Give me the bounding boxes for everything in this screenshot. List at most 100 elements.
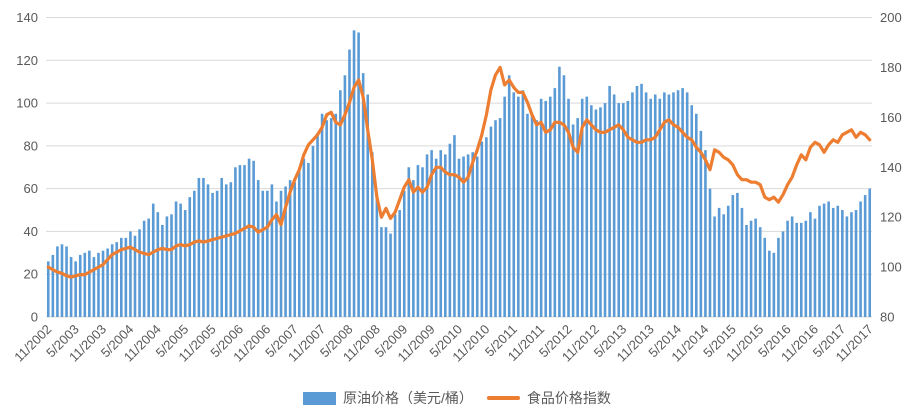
oil-price-bar (544, 100, 548, 318)
oil-price-bar (120, 237, 123, 317)
oil-price-bar (631, 92, 634, 318)
oil-price-bar (380, 227, 383, 317)
oil-price-bar (859, 201, 862, 317)
oil-price-bar (425, 154, 429, 317)
oil-price-bar (270, 184, 274, 317)
oil-price-bar (46, 261, 50, 317)
oil-price-bar (699, 130, 703, 317)
line-series-swatch (486, 396, 520, 400)
oil-price-bar (453, 135, 456, 317)
oil-price-bar (316, 133, 319, 317)
oil-price-bar (763, 237, 767, 317)
oil-price-bar (517, 96, 520, 318)
oil-price-bar (129, 231, 132, 317)
oil-price-bar (357, 32, 360, 317)
oil-price-bar (590, 105, 593, 318)
oil-price-bar (302, 158, 306, 317)
oil-price-bar (804, 220, 808, 317)
oil-price-bar (174, 201, 178, 317)
oil-price-bar (548, 96, 552, 318)
oil-price-bar (530, 115, 534, 317)
right-axis-tick-label: 100 (880, 260, 902, 275)
chart-legend: 原油价格（美元/桶） 食品价格指数 (0, 384, 914, 412)
oil-price-bar (147, 218, 150, 317)
oil-price-bar (229, 182, 233, 317)
left-axis-tick-label: 60 (24, 181, 38, 196)
oil-price-bar (521, 90, 525, 318)
oil-price-bar (284, 186, 287, 317)
oil-price-bar (822, 203, 826, 317)
oil-price-bar (612, 94, 616, 317)
oil-price-bar (831, 207, 835, 317)
oil-price-bar (375, 195, 379, 317)
oil-price-bar (115, 242, 119, 318)
left-axis-tick-label: 80 (24, 138, 38, 153)
oil-price-bar (580, 98, 584, 317)
oil-price-bar (576, 118, 579, 317)
right-axis-tick-label: 140 (880, 160, 902, 175)
oil-price-bar (92, 257, 96, 317)
oil-price-bar (704, 150, 707, 317)
oil-price-bar (644, 92, 648, 318)
oil-price-bar (138, 229, 141, 317)
oil-price-bar (567, 98, 570, 317)
oil-price-bar (348, 49, 351, 318)
oil-price-bar (74, 261, 77, 317)
oil-price-bar (448, 143, 452, 317)
oil-price-bar (307, 162, 310, 317)
oil-price-bar (758, 227, 762, 317)
oil-price-bar (731, 195, 735, 317)
oil-price-bar (110, 244, 114, 317)
oil-price-bar (799, 222, 803, 317)
left-axis-tick-label: 20 (24, 267, 38, 282)
oil-price-bar (206, 184, 210, 317)
oil-price-bar (466, 154, 470, 317)
oil-price-bar (850, 212, 853, 317)
oil-price-bar (690, 105, 694, 318)
food-price-index-line (46, 65, 872, 279)
oil-price-bar (56, 246, 59, 317)
oil-price-bar (749, 220, 753, 317)
oil-price-bar (106, 248, 109, 317)
oil-price-bar (398, 210, 401, 317)
oil-price-bar (717, 207, 721, 317)
oil-price-bar (562, 75, 566, 317)
oil-price-bar (663, 92, 666, 318)
oil-price-bar (252, 160, 255, 317)
oil-price-bar (827, 201, 830, 317)
oil-price-bar (88, 250, 91, 317)
legend-label-crude-oil: 原油价格（美元/桶） (343, 390, 473, 406)
left-axis-tick-label: 120 (16, 53, 38, 68)
oil-price-bar (754, 218, 757, 317)
oil-price-bar (247, 158, 251, 317)
oil-price-bar (777, 237, 780, 317)
oil-price-bar (165, 216, 169, 317)
oil-price-bar (813, 218, 817, 317)
oil-price-bar (480, 141, 484, 317)
oil-price-bar (571, 124, 575, 318)
oil-price-bar (51, 254, 55, 317)
left-axis-tick-label: 0 (31, 310, 38, 325)
oil-price-bar (781, 231, 785, 317)
right-axis-tick-label: 120 (880, 210, 902, 225)
legend-item-crude-oil: 原油价格（美元/桶） (303, 388, 473, 408)
oil-price-bar (370, 152, 374, 317)
right-axis-tick-label: 160 (880, 110, 902, 125)
oil-price-bar (261, 190, 265, 317)
oil-price-bar (726, 205, 730, 317)
oil-price-bar (772, 252, 776, 317)
oil-price-bar (685, 92, 689, 318)
crude-oil-vs-food-price-chart: 0 20 40 60 80 100 120 140 80 100 120 140 160 180 200 11… (11, 10, 902, 365)
oil-price-bar (407, 167, 411, 317)
oil-price-bar (503, 96, 506, 318)
oil-price-bar (640, 83, 643, 317)
oil-price-bar (224, 184, 228, 317)
oil-price-bar (553, 88, 557, 317)
oil-price-bar (841, 210, 844, 317)
oil-price-bar (266, 190, 269, 317)
oil-price-bar (868, 188, 872, 317)
oil-price-bar (60, 244, 64, 317)
oil-price-bar (156, 212, 160, 317)
oil-price-bar (238, 165, 242, 317)
